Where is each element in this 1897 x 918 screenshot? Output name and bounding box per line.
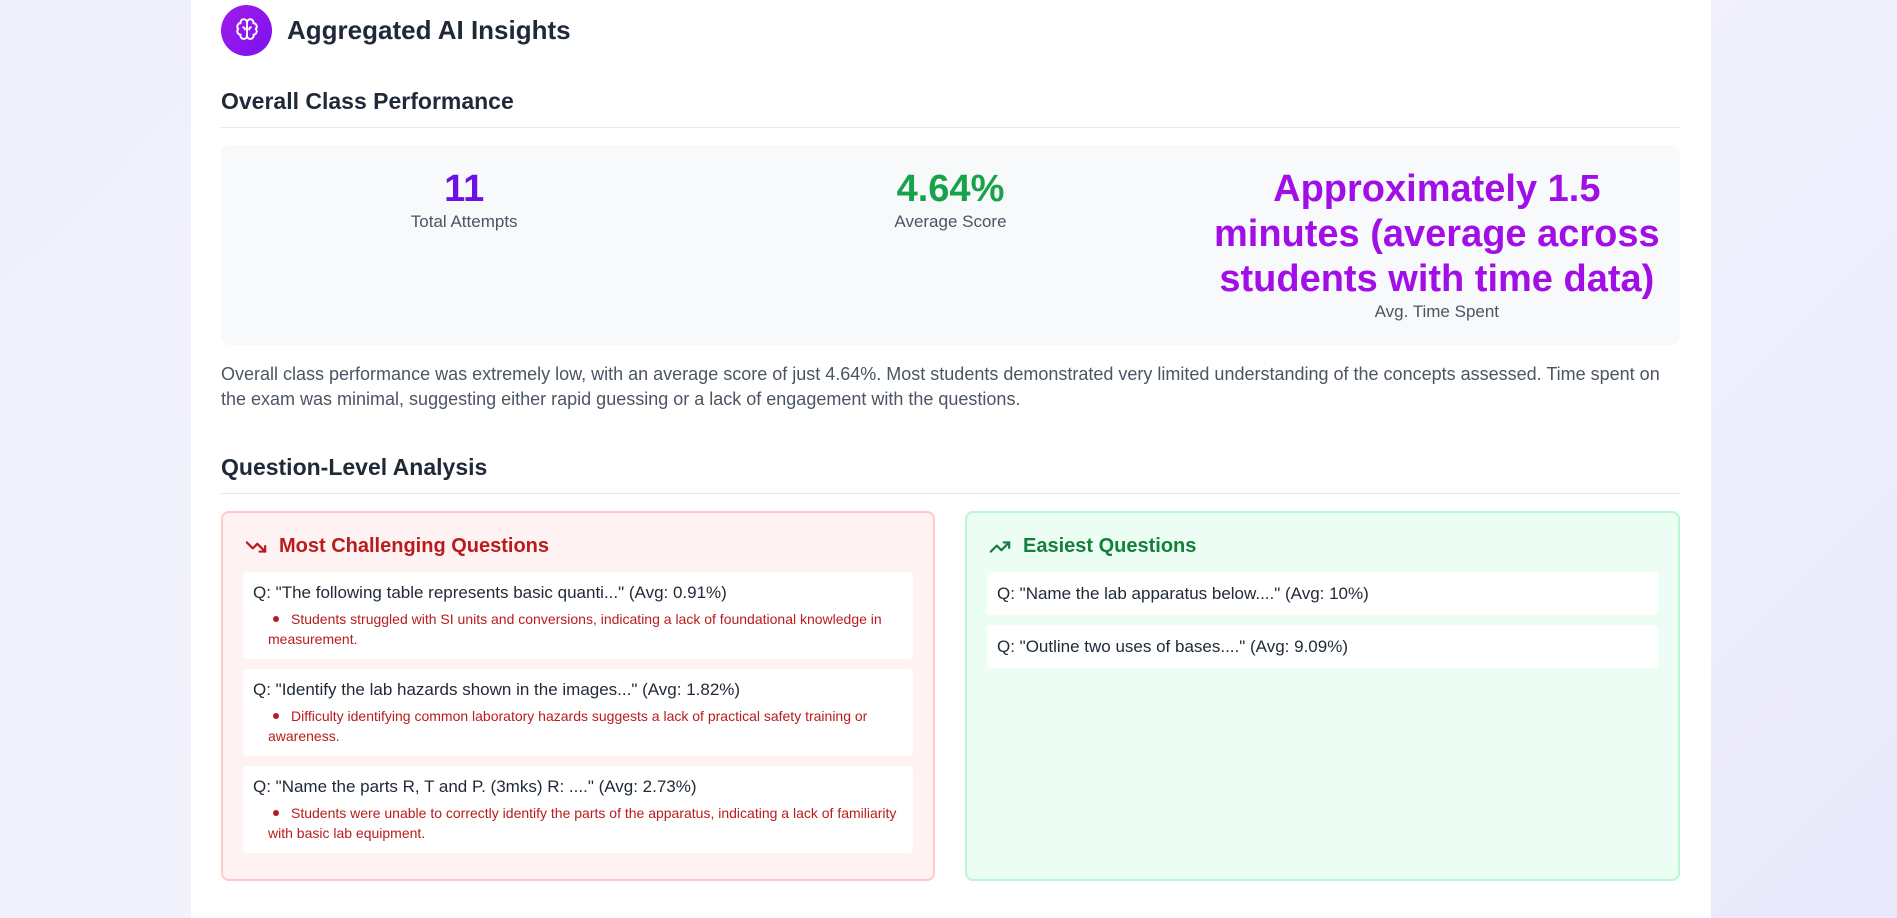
trending-down-icon	[245, 540, 267, 553]
list-item: Q: "Outline two uses of bases...." (Avg:…	[987, 625, 1658, 668]
stat-value: 11	[444, 168, 485, 210]
easiest-title: Easiest Questions	[1023, 535, 1197, 557]
stat-label: Total Attempts	[410, 212, 518, 231]
stat-avg-time: Approximately 1.5 minutes (average acros…	[1194, 145, 1680, 345]
insights-card: Aggregated AI Insights Overall Class Per…	[191, 0, 1711, 918]
header: Aggregated AI Insights	[221, 0, 1680, 60]
performance-summary: Overall class performance was extremely …	[221, 364, 1660, 409]
question-note: Students were unable to correctly identi…	[268, 805, 897, 841]
challenging-questions-panel: Most Challenging Questions Q: "The follo…	[221, 511, 935, 881]
question-text: Q: "Name the parts R, T and P. (3mks) R:…	[253, 777, 697, 796]
question-text: Q: "Identify the lab hazards shown in th…	[253, 680, 741, 699]
stat-value: Approximately 1.5 minutes (average acros…	[1213, 168, 1660, 300]
brain-icon	[221, 4, 272, 56]
app-title: Aggregated AI Insights	[287, 14, 571, 45]
list-item: Q: "The following table represents basic…	[243, 572, 913, 659]
easiest-header: Easiest Questions	[987, 535, 1658, 558]
stat-average-score: 4.64% Average Score	[707, 145, 1193, 345]
question-text: Q: "Name the lab apparatus below...." (A…	[997, 584, 1369, 603]
stat-label: Average Score	[894, 212, 1007, 231]
list-item: Q: "Identify the lab hazards shown in th…	[243, 669, 913, 756]
stat-total-attempts: 11 Total Attempts	[221, 145, 707, 345]
question-note: Difficulty identifying common laboratory…	[268, 708, 868, 744]
challenging-header: Most Challenging Questions	[243, 535, 913, 558]
question-note: Students struggled with SI units and con…	[268, 611, 882, 647]
list-item: Q: "Name the parts R, T and P. (3mks) R:…	[243, 766, 913, 853]
list-item: Q: "Name the lab apparatus below...." (A…	[987, 572, 1658, 615]
stat-value: 4.64%	[896, 168, 1005, 210]
challenging-title: Most Challenging Questions	[279, 535, 550, 557]
easiest-questions-panel: Easiest Questions Q: "Name the lab appar…	[965, 511, 1680, 881]
stats-panel: 11 Total Attempts 4.64% Average Score Ap…	[221, 145, 1680, 345]
trending-up-icon	[989, 540, 1011, 553]
question-analysis-heading: Question-Level Analysis	[221, 454, 1680, 494]
performance-heading: Overall Class Performance	[221, 88, 1680, 128]
stat-label: Avg. Time Spent	[1374, 302, 1500, 321]
question-text: Q: "Outline two uses of bases...." (Avg:…	[997, 637, 1348, 656]
question-text: Q: "The following table represents basic…	[253, 583, 727, 602]
